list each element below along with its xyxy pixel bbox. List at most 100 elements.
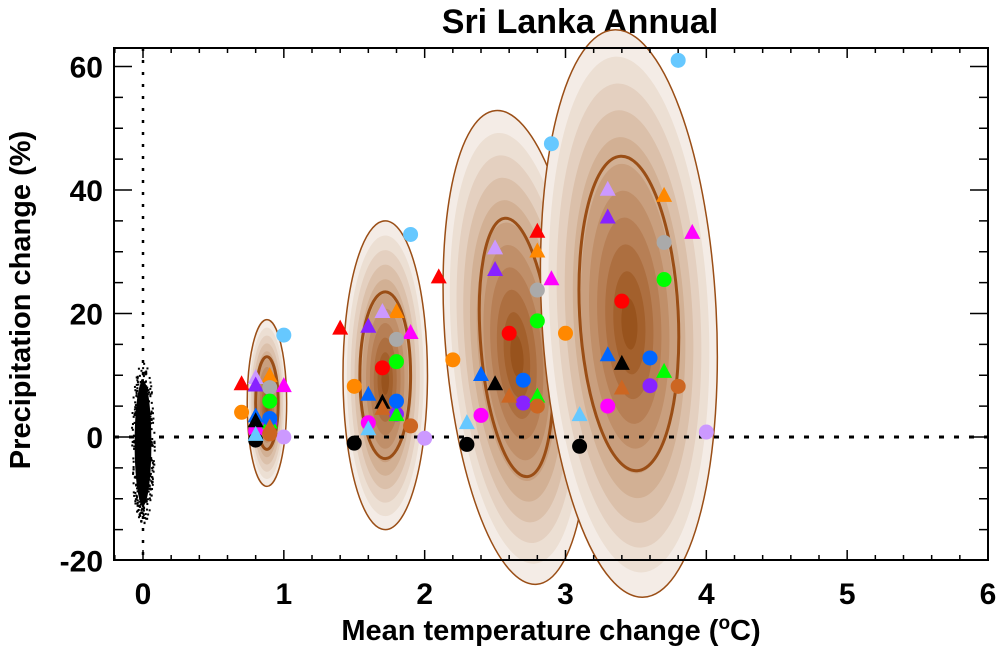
cloud-dot bbox=[150, 410, 153, 413]
cloud-dot bbox=[150, 412, 153, 415]
model-red-circle-point bbox=[501, 325, 517, 341]
reference-lines bbox=[114, 48, 988, 560]
x-axis-label: Mean temperature change (oC) bbox=[341, 613, 760, 647]
x-axis-label-text: Mean temperature change ( bbox=[341, 615, 718, 647]
cloud-dot bbox=[149, 395, 152, 398]
model-blue-triangle-point bbox=[473, 365, 489, 381]
cloud-dot bbox=[134, 389, 137, 392]
cloud-dot bbox=[148, 400, 151, 403]
cloud-dot bbox=[131, 412, 134, 415]
cloud-dot bbox=[147, 391, 150, 394]
model-red-triangle-point bbox=[430, 268, 447, 284]
model-orange-triangle-point bbox=[388, 302, 405, 318]
x-tick-label: 6 bbox=[980, 578, 997, 611]
cloud-dot bbox=[148, 376, 151, 379]
cloud-dot bbox=[136, 389, 139, 392]
cloud-dot bbox=[149, 499, 152, 502]
cloud-dot bbox=[132, 471, 135, 474]
cloud-dot bbox=[131, 426, 134, 429]
model-skyblue-triangle-point bbox=[458, 414, 475, 430]
cloud-dot bbox=[136, 483, 139, 486]
cloud-dot bbox=[132, 466, 135, 469]
model-black-triangle-point bbox=[487, 375, 504, 391]
cloud-dot bbox=[132, 396, 135, 399]
cloud-dot bbox=[150, 440, 153, 443]
cloud-core bbox=[134, 380, 152, 506]
cloud-dot bbox=[133, 440, 136, 443]
cloud-dot bbox=[146, 367, 149, 370]
cloud-dot bbox=[151, 412, 154, 415]
y-axis-label: Precipitation change (%) bbox=[5, 131, 37, 469]
cloud-dot bbox=[135, 407, 138, 410]
model-skyblue-circle-point bbox=[276, 327, 292, 343]
cloud-dot bbox=[152, 470, 155, 473]
cloud-dot bbox=[134, 475, 137, 478]
chart-title: Sri Lanka Annual bbox=[442, 3, 718, 41]
model-skyblue-circle-point bbox=[403, 226, 419, 242]
cloud-dot bbox=[150, 494, 153, 497]
cloud-dot bbox=[137, 383, 140, 386]
model-green-triangle-point bbox=[388, 406, 405, 422]
cloud-dot bbox=[144, 500, 147, 503]
cloud-dot bbox=[139, 380, 142, 383]
cloud-dot bbox=[145, 370, 148, 373]
model-orange-circle-point bbox=[234, 404, 250, 420]
cloud-dot bbox=[148, 509, 151, 512]
cloud-dot bbox=[131, 428, 134, 431]
cloud-dot bbox=[136, 395, 139, 398]
model-purple-triangle-point bbox=[360, 317, 377, 333]
model-lilac-circle-point bbox=[698, 424, 714, 440]
model-green-triangle-point bbox=[656, 362, 673, 378]
model-magenta-triangle-point bbox=[684, 223, 701, 239]
distribution-period-2 bbox=[342, 220, 429, 531]
cloud-dot bbox=[146, 386, 149, 389]
cloud-dot bbox=[141, 507, 144, 510]
cloud-dot bbox=[136, 381, 139, 384]
cloud-dot bbox=[146, 498, 149, 501]
y-tick-label: 40 bbox=[70, 175, 103, 208]
natural-variability-cloud bbox=[131, 362, 156, 525]
cloud-dot bbox=[151, 467, 154, 470]
cloud-dot bbox=[139, 505, 142, 508]
model-red-circle-point bbox=[374, 360, 390, 376]
cloud-dot bbox=[132, 472, 135, 475]
cloud-dot bbox=[148, 487, 151, 490]
x-tick-labels: 0 1 2 3 4 5 6 bbox=[135, 578, 997, 611]
cloud-dot bbox=[150, 392, 153, 395]
cloud-dot bbox=[152, 463, 155, 466]
model-black-circle-point bbox=[572, 438, 588, 454]
x-tick-label: 3 bbox=[557, 578, 574, 611]
cloud-dot bbox=[135, 392, 138, 395]
cloud-dot bbox=[136, 496, 139, 499]
cloud-dot bbox=[149, 475, 152, 478]
cloud-dot bbox=[134, 498, 137, 501]
cloud-dot bbox=[131, 423, 134, 426]
cloud-dot bbox=[141, 379, 144, 382]
cloud-dot bbox=[145, 508, 148, 511]
model-orange-circle-point bbox=[445, 352, 461, 368]
model-green-circle-point bbox=[656, 272, 672, 288]
cloud-dot bbox=[133, 494, 136, 497]
y-tick-label: 20 bbox=[70, 299, 103, 332]
cloud-dot bbox=[153, 445, 156, 448]
cloud-dot bbox=[138, 500, 141, 503]
model-magenta-circle-point bbox=[473, 407, 489, 423]
model-brown-triangle-point bbox=[374, 399, 391, 415]
degree-superscript: o bbox=[718, 613, 730, 634]
model-black-circle-point bbox=[459, 436, 475, 452]
cloud-dot bbox=[133, 408, 136, 411]
cloud-dot bbox=[135, 383, 138, 386]
cloud-dot bbox=[144, 386, 147, 389]
cloud-dot bbox=[140, 502, 143, 505]
x-tick-label: 4 bbox=[698, 578, 715, 611]
cloud-dot bbox=[136, 376, 139, 379]
model-purple-triangle-point bbox=[247, 376, 264, 392]
model-grey-circle-point bbox=[262, 380, 278, 396]
model-blue-triangle-point bbox=[360, 385, 377, 401]
model-red-circle-point bbox=[614, 293, 630, 309]
cloud-dot bbox=[133, 421, 136, 424]
model-green-circle-point bbox=[529, 313, 545, 329]
cloud-dot bbox=[152, 460, 155, 463]
model-green-circle-point bbox=[262, 393, 278, 409]
model-magenta-triangle-point bbox=[402, 323, 419, 339]
